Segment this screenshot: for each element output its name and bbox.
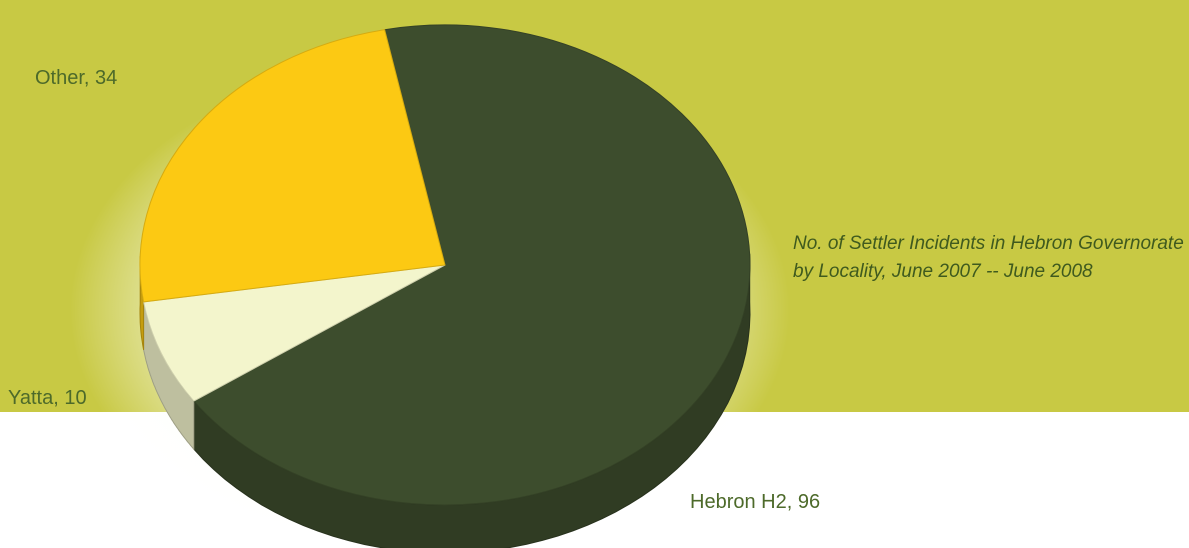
slice-label-hebron-h2: Hebron H2, 96 xyxy=(690,491,821,513)
slice-yatta xyxy=(143,264,446,402)
slice-other xyxy=(139,29,446,303)
chart-title: No. of Settler Incidents in Hebron Gover… xyxy=(793,233,1184,282)
pie-slices xyxy=(139,24,751,548)
slice-hebron-h2 xyxy=(193,24,751,506)
slice-label-yatta: Yatta, 10 xyxy=(8,387,87,409)
slice-label-other: Other, 34 xyxy=(35,67,118,89)
